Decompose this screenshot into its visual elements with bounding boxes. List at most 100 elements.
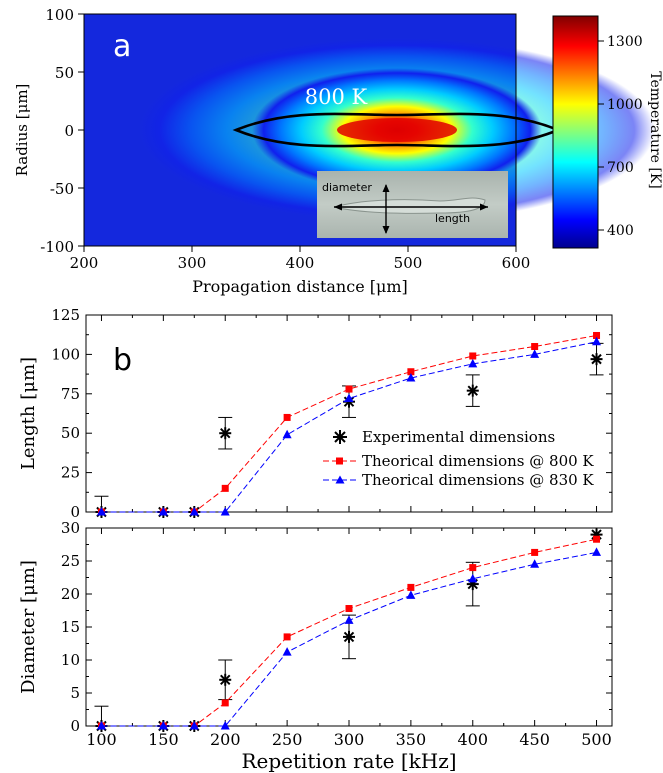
data-point-triangle	[189, 721, 199, 730]
data-point-star	[590, 353, 603, 366]
data-point-triangle	[530, 559, 540, 568]
legend-marker-triangle	[335, 475, 345, 484]
heatmap-ytick: 50	[55, 64, 74, 82]
y-tick-label: 25	[61, 464, 80, 482]
heatmap-ytick: -100	[40, 238, 74, 256]
inset-image: diameter length	[317, 171, 508, 238]
data-point-triangle	[96, 507, 106, 516]
heatmap-xtick: 200	[70, 254, 99, 272]
y-tick-label: 100	[51, 345, 80, 363]
data-point-square	[593, 331, 601, 339]
inset-diameter-label: diameter	[322, 181, 372, 194]
heatmap-xtick: 600	[502, 254, 531, 272]
data-point-star	[343, 630, 355, 643]
data-point-square	[283, 633, 291, 641]
legend-marker-square	[336, 457, 343, 465]
panel-a-label: a	[113, 29, 131, 64]
heatmap-ytick: 0	[64, 122, 74, 140]
x-tick-label: 300	[334, 730, 365, 749]
heatmap-core	[337, 118, 457, 142]
legend-marker-star	[333, 430, 347, 444]
y-axis-label: Length [μm]	[18, 357, 39, 470]
heatmap-xtick: 400	[286, 254, 315, 272]
legend: Experimental dimensions Theorical dimens…	[323, 428, 594, 489]
data-point-square	[345, 385, 353, 393]
data-point-star	[466, 384, 479, 397]
x-tick-label: 500	[581, 730, 612, 749]
legend-label: Theorical dimensions @ 830 K	[362, 471, 594, 489]
heatmap-xtick: 300	[178, 254, 207, 272]
y-tick-label: 30	[61, 519, 80, 537]
data-point-square	[593, 535, 601, 543]
y-tick-label: 25	[61, 552, 80, 570]
x-tick-label: 100	[86, 730, 117, 749]
panel-b-label: b	[113, 343, 132, 378]
data-point-triangle	[468, 358, 478, 368]
data-point-triangle	[158, 721, 168, 730]
colorbar-tick: 400	[607, 223, 634, 239]
data-point-square	[469, 352, 477, 360]
heatmap-xtick: 500	[394, 254, 423, 272]
x-tick-label: 200	[210, 730, 241, 749]
data-point-triangle	[96, 721, 106, 730]
data-point-square	[469, 564, 477, 572]
length-plot: 0 25 50 75 100 125 Length [μm]	[18, 306, 613, 521]
heatmap-x-ticks: 200 300 400 500 600	[70, 246, 531, 272]
colorbar: 1300 1000 700 400 Temperature [K]	[552, 15, 663, 249]
star-stroke	[467, 385, 478, 396]
colorbar-tick: 1000	[607, 97, 643, 113]
data-point-triangle	[220, 721, 230, 730]
data-point-triangle	[592, 336, 602, 346]
data-point-triangle	[189, 507, 199, 516]
y-tick-label: 75	[61, 385, 80, 403]
data-point-triangle	[282, 429, 292, 439]
heatmap-ytick: -50	[50, 180, 74, 198]
heatmap-y-ticks: 100 50 0 -50 -100	[40, 6, 84, 256]
heatmap-ytick: 100	[45, 6, 74, 24]
y-tick-label: 15	[61, 618, 80, 636]
x-tick-label: 450	[519, 730, 550, 749]
data-point-square	[221, 484, 229, 492]
data-point-square	[407, 583, 415, 591]
heatmap-x-axis-label: Propagation distance [μm]	[192, 277, 408, 296]
legend-label: Theorical dimensions @ 800 K	[362, 452, 594, 470]
data-point-triangle	[530, 349, 540, 358]
data-point-triangle	[282, 647, 292, 656]
colorbar-tick: 1300	[607, 34, 643, 50]
colorbar-label: Temperature [K]	[647, 71, 663, 189]
legend-item-800k: Theorical dimensions @ 800 K	[323, 452, 594, 470]
y-tick-label: 50	[61, 424, 80, 442]
data-point-triangle	[158, 507, 168, 516]
y-tick-label: 0	[70, 503, 80, 521]
legend-item-experimental: Experimental dimensions	[333, 428, 555, 446]
data-point-triangle	[344, 393, 354, 403]
y-tick-label: 0	[70, 717, 80, 735]
star-stroke	[591, 353, 602, 365]
data-point-square	[283, 413, 291, 421]
series-line	[101, 551, 597, 727]
y-tick-label: 125	[51, 306, 80, 324]
y-tick-label: 5	[70, 684, 80, 702]
x-tick-label: 250	[272, 730, 303, 749]
y-tick-label: 10	[61, 651, 80, 669]
data-point-triangle	[592, 547, 602, 556]
legend-item-830k: Theorical dimensions @ 830 K	[323, 471, 594, 489]
data-point-square	[407, 368, 415, 376]
data-point-square	[221, 699, 229, 707]
diameter-plot: 0 5 10 15 20 25 30 100 150 200 250 300 350 400 450 500 D…	[18, 519, 613, 773]
x-tick-label: 400	[457, 730, 488, 749]
legend-label: Experimental dimensions	[362, 428, 555, 446]
data-point-square	[531, 343, 539, 351]
inset-length-label: length	[435, 212, 470, 225]
data-point-triangle	[406, 590, 416, 599]
x-axis-label: Repetition rate [kHz]	[241, 749, 456, 773]
data-point-star	[219, 427, 232, 440]
data-point-triangle	[468, 573, 478, 583]
data-point-square	[531, 548, 539, 556]
data-point-triangle	[220, 507, 230, 516]
star-stroke	[220, 427, 231, 439]
x-tick-label: 150	[148, 730, 179, 749]
series-line	[101, 341, 597, 513]
colorbar-gradient	[552, 15, 599, 249]
